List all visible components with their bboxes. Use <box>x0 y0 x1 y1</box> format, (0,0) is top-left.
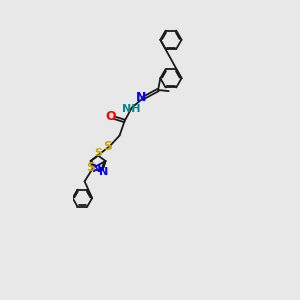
Text: O: O <box>105 110 116 123</box>
Text: S: S <box>103 140 112 153</box>
Text: NH: NH <box>122 104 141 114</box>
Text: N: N <box>100 167 109 177</box>
Text: N: N <box>136 91 146 104</box>
Text: N: N <box>92 164 101 174</box>
Text: S: S <box>94 148 102 158</box>
Text: S: S <box>86 161 95 175</box>
